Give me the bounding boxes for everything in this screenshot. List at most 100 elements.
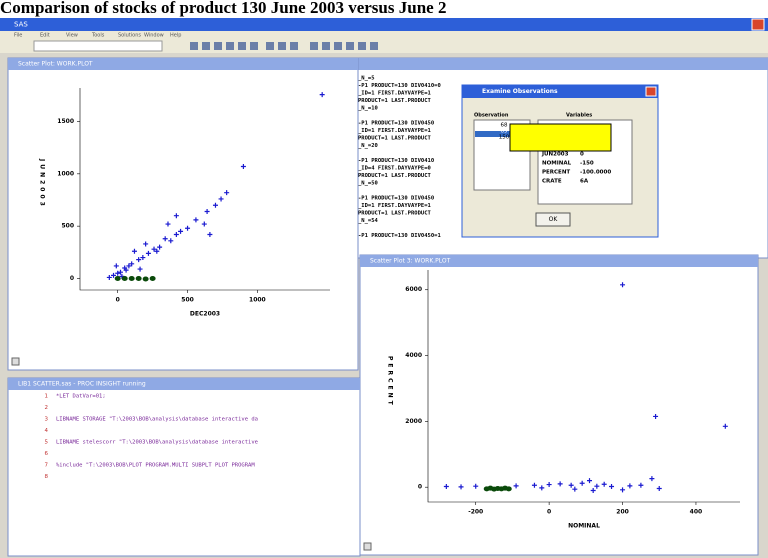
log-line: PRODUCT=1 LAST.PRODUCT: [358, 98, 432, 104]
point[interactable]: [143, 277, 149, 282]
log-line: _ID=1 FIRST.DAYVAYPE=1: [358, 91, 432, 97]
log-line: -P1 PRODUCT=130 DIV0410=0: [358, 83, 441, 89]
menu-item[interactable]: Solutions: [118, 33, 141, 39]
line-number: 6: [45, 451, 49, 457]
x-tick-label: 500: [181, 297, 194, 304]
y-tick-label: 2000: [405, 418, 422, 425]
toolbar-button[interactable]: [358, 42, 366, 50]
log-line: -P1 PRODUCT=130 DIV0450=1: [358, 233, 441, 239]
menu-item[interactable]: Help: [170, 33, 181, 39]
line-number: 8: [45, 474, 49, 480]
x-tick-label: -200: [468, 509, 483, 516]
toolbar-button[interactable]: [310, 42, 318, 50]
toolbar-button[interactable]: [334, 42, 342, 50]
log-line: _N_=5: [358, 76, 375, 82]
log-line: PRODUCT=1 LAST.PRODUCT: [358, 136, 432, 142]
var-value: 6A: [580, 179, 589, 185]
toolbar-button[interactable]: [290, 42, 298, 50]
app-titlebar: [0, 18, 768, 31]
editor-window-title: LIB1 SCATTER.sas - PROC INSIGHT running: [18, 381, 146, 388]
var-name: PERCENT: [542, 170, 570, 176]
resize-box: [364, 543, 371, 550]
y-tick-label: 0: [70, 275, 74, 282]
point[interactable]: [150, 276, 156, 281]
toolbar-button[interactable]: [250, 42, 258, 50]
log-line: _N_=20: [358, 143, 378, 149]
x-tick-label: 0: [547, 509, 551, 516]
observation[interactable]: 150: [499, 135, 510, 141]
var-value: -100.0000: [580, 170, 611, 176]
line-number: 5: [45, 440, 49, 446]
y-tick-label: 4000: [405, 352, 422, 359]
command-box[interactable]: [34, 41, 162, 51]
close-btn[interactable]: [752, 19, 764, 30]
x-tick-label: 200: [616, 509, 629, 516]
var-name: JUN2003: [541, 152, 569, 158]
toolbar-button[interactable]: [238, 42, 246, 50]
log-line: _ID=1 FIRST.DAYVAYPE=1: [358, 203, 432, 209]
menu-item[interactable]: Edit: [40, 33, 50, 39]
y-tick-label: 6000: [405, 286, 422, 293]
line-number: 7: [45, 463, 49, 469]
x-tick-label: 1000: [249, 297, 266, 304]
toolbar-button[interactable]: [266, 42, 274, 50]
log-line: _ID=4 FIRST.DAYVAYPE=0: [358, 166, 431, 172]
list-header: Observation: [474, 113, 509, 119]
code-line: LIBNAME stelescorr "T:\2003\BOB\analysis…: [56, 440, 258, 446]
app-title: SAS: [14, 21, 28, 29]
var-value: -150: [580, 161, 594, 167]
point[interactable]: [506, 486, 512, 491]
log-line: _N_=10: [358, 106, 378, 112]
log-line: _N_=50: [358, 181, 378, 187]
log-line: _N_=54: [358, 218, 379, 224]
y-tick-label: 500: [61, 223, 74, 230]
point[interactable]: [129, 276, 135, 281]
ok-label: OK: [549, 216, 559, 223]
plot-window: [8, 58, 358, 370]
x-tick-label: 400: [690, 509, 703, 516]
var-name: NOMINAL: [542, 161, 572, 167]
y-axis-label: JUN2003: [39, 158, 46, 209]
toolbar-button[interactable]: [214, 42, 222, 50]
plot-window-title: Scatter Plot: WORK.PLOT: [18, 61, 93, 68]
toolbar-button[interactable]: [370, 42, 378, 50]
var-value: 0: [580, 152, 584, 158]
plot-window-title: Scatter Plot 3: WORK.PLOT: [370, 258, 451, 265]
var-name: CRATE: [542, 179, 562, 185]
menubar: [0, 31, 768, 39]
point[interactable]: [122, 276, 128, 281]
x-axis-label: NOMINAL: [568, 523, 600, 530]
menu-item[interactable]: Window: [144, 33, 164, 39]
line-number: 3: [45, 417, 49, 423]
toolbar-button[interactable]: [278, 42, 286, 50]
log-window-titlebar: [355, 58, 768, 70]
point[interactable]: [115, 276, 121, 281]
dialog-title: Examine Observations: [482, 88, 558, 95]
line-number: 4: [45, 428, 49, 434]
toolbar-button[interactable]: [190, 42, 198, 50]
toolbar-button[interactable]: [202, 42, 210, 50]
var-header: Variables: [566, 113, 592, 119]
point[interactable]: [136, 276, 142, 281]
highlight-box: [510, 124, 611, 151]
screen: Comparison of stocks of product 130 June…: [0, 0, 768, 558]
toolbar-button[interactable]: [226, 42, 234, 50]
menu-item[interactable]: File: [14, 33, 22, 39]
y-tick-label: 0: [418, 484, 422, 491]
toolbar-button[interactable]: [322, 42, 330, 50]
menu-item[interactable]: View: [66, 33, 78, 39]
resize-box: [12, 358, 19, 365]
log-line: -P1 PRODUCT=130 DIV0450: [358, 121, 434, 127]
x-axis-label: DEC2003: [190, 311, 220, 318]
y-tick-label: 1500: [57, 118, 74, 125]
menu-item[interactable]: Tools: [91, 33, 105, 39]
toolbar-button[interactable]: [346, 42, 354, 50]
y-tick-label: 1000: [57, 170, 74, 177]
dialog-close[interactable]: [646, 87, 656, 96]
code-line: %include "T:\2003\BOB\PLOT PROGRAM.MULTI…: [56, 463, 255, 469]
code-line: LIBNAME STORAGE "T:\2003\BOB\analysis\da…: [56, 417, 258, 423]
y-axis-label: PERCENT: [387, 356, 394, 408]
body: Comparison of stocks of product 130 June…: [0, 0, 768, 558]
page: { "title": "Comparison of stocks of prod…: [0, 0, 768, 558]
x-tick-label: 0: [116, 297, 120, 304]
